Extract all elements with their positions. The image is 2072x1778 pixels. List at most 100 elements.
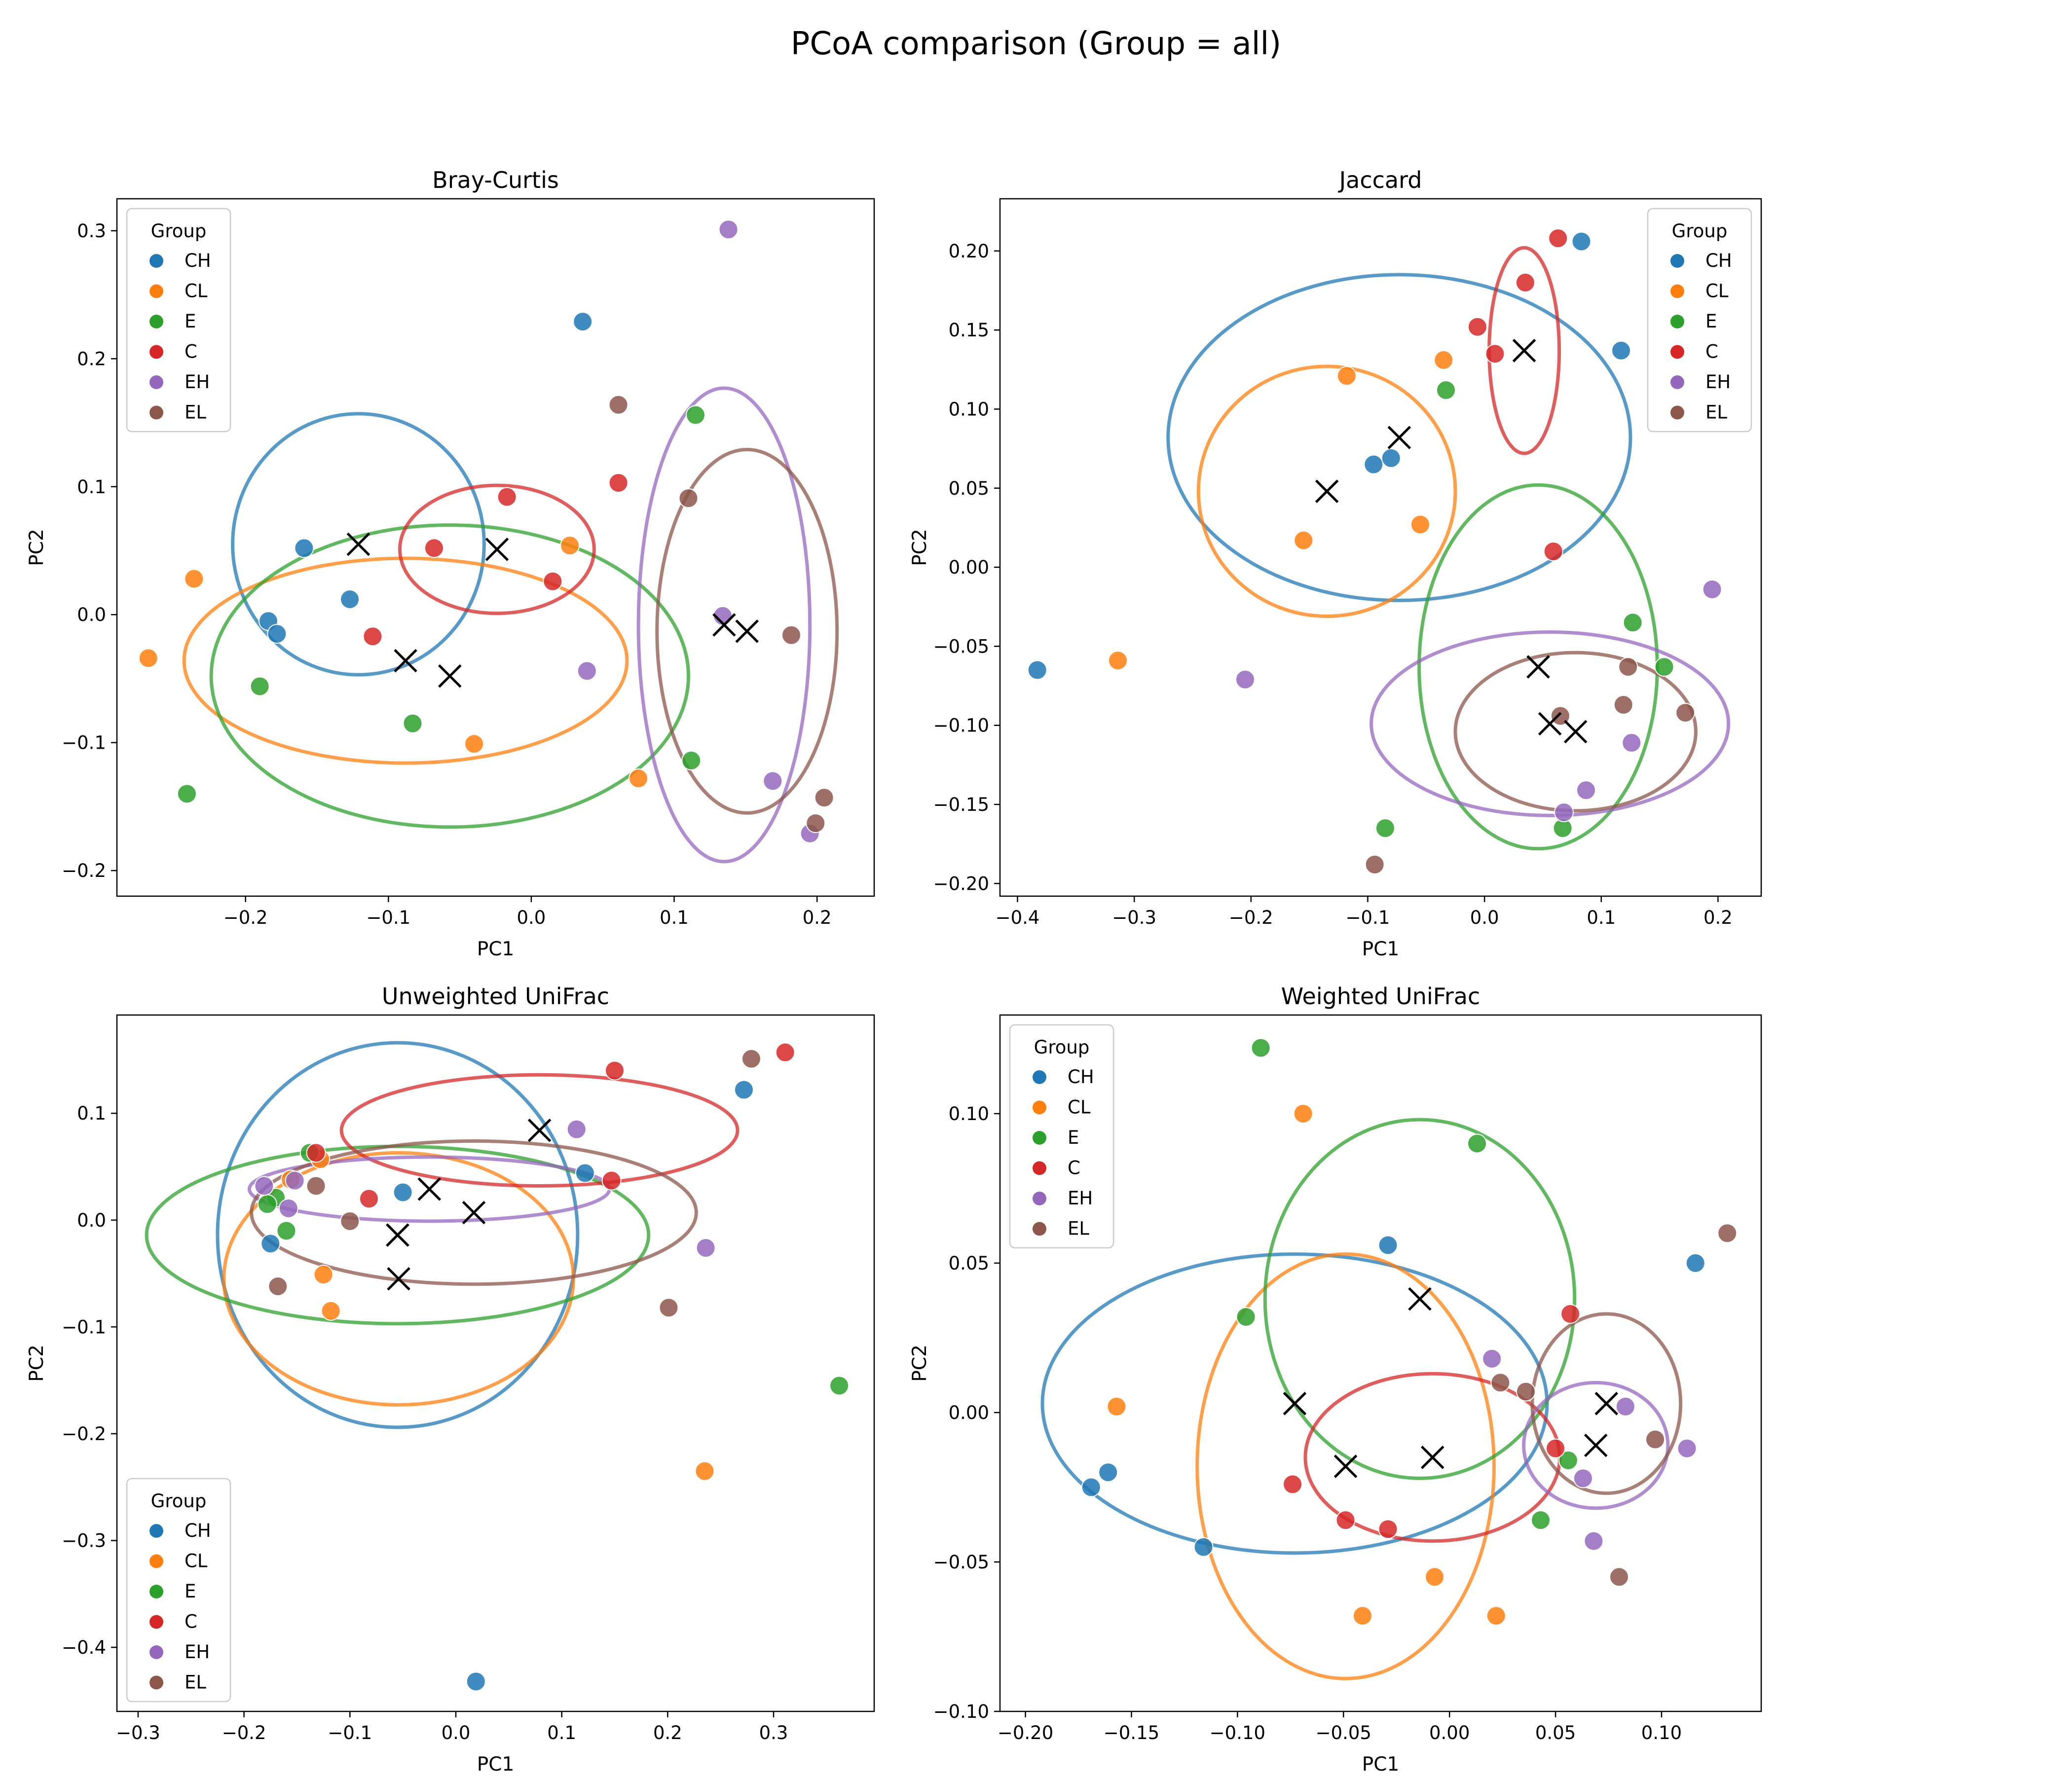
point-eh — [1554, 802, 1574, 823]
x-axis-label: PC1 — [1362, 938, 1400, 960]
point-eh — [1482, 1348, 1502, 1369]
point-el — [340, 1211, 360, 1231]
point-c — [605, 1060, 625, 1081]
legend-label-eh: EH — [1705, 371, 1731, 393]
point-el — [1490, 1373, 1511, 1393]
x-tick-label: 0.3 — [759, 1722, 788, 1743]
x-axis-label: PC1 — [477, 1753, 515, 1776]
legend-label-ch: CH — [185, 1520, 211, 1541]
x-tick-label: 0.0 — [1470, 907, 1499, 928]
point-cl — [1486, 1606, 1506, 1626]
plot-area — [1040, 1038, 1738, 1680]
centroid-eh — [712, 613, 736, 637]
x-tick-label: 0.05 — [1535, 1722, 1576, 1743]
centroid-cl — [394, 649, 417, 673]
x-tick-label: −0.2 — [1229, 907, 1273, 928]
point-cl — [184, 569, 204, 589]
point-ch — [466, 1671, 486, 1692]
y-tick-label: 0.15 — [949, 320, 989, 341]
centroid-eh — [417, 1177, 442, 1201]
point-el — [814, 788, 834, 808]
point-e — [1236, 1307, 1256, 1327]
y-tick-label: 0.2 — [77, 348, 106, 369]
x-tick-label: −0.2 — [223, 907, 268, 928]
point-eh — [566, 1119, 587, 1139]
point-eh — [1702, 579, 1722, 599]
y-tick-label: −0.3 — [62, 1530, 106, 1551]
point-eh — [285, 1170, 305, 1191]
point-ch — [1378, 1235, 1398, 1255]
confidence-ellipse-el — [1453, 651, 1698, 813]
point-cl — [1107, 1396, 1127, 1416]
legend-label-cl: CL — [1068, 1097, 1091, 1118]
y-tick-label: 0.20 — [949, 241, 989, 262]
legend: Group CH CL EC EH EL — [126, 1478, 231, 1703]
centroid-c — [485, 538, 509, 561]
point-ch — [1685, 1253, 1705, 1273]
legend-label-cl: CL — [185, 281, 208, 302]
point-c — [1485, 344, 1505, 364]
confidence-ellipse-ch — [216, 1041, 580, 1429]
point-ch — [1081, 1477, 1101, 1497]
legend-marker-el — [149, 1675, 163, 1690]
point-el — [608, 395, 629, 415]
legend: Group CH CL EC EH EL — [1647, 208, 1752, 433]
point-e — [1558, 1450, 1578, 1470]
y-tick-label: −0.05 — [933, 1552, 989, 1573]
legend-marker-cl — [1670, 284, 1684, 298]
centroid-ch — [1283, 1392, 1307, 1415]
legend-title: Group — [151, 220, 207, 242]
point-el — [741, 1049, 761, 1069]
centroid-c — [527, 1119, 552, 1142]
confidence-ellipse-eh — [636, 386, 812, 864]
point-e — [250, 676, 270, 696]
point-el — [1717, 1223, 1738, 1243]
legend-box — [126, 1478, 231, 1703]
legend-marker-e — [1670, 315, 1684, 328]
x-tick-label: 0.10 — [1641, 1722, 1682, 1743]
legend-marker-c — [1033, 1161, 1046, 1175]
point-el — [659, 1298, 679, 1318]
point-c — [1335, 1510, 1356, 1530]
point-c — [306, 1143, 326, 1163]
y-tick-label: −0.2 — [62, 860, 106, 881]
legend-label-ch: CH — [185, 250, 211, 271]
point-cl — [629, 768, 649, 789]
point-cl — [313, 1265, 333, 1285]
axes-frame — [116, 1014, 875, 1712]
y-tick-label: 0.0 — [77, 1210, 106, 1231]
y-axis-label: PC2 — [909, 529, 931, 566]
centroid-cl — [387, 1267, 410, 1291]
y-tick-label: 0.3 — [77, 220, 106, 242]
x-tick-label: 0.2 — [653, 1722, 682, 1743]
panel-1: Bray-Curtis −0.2 −0.1 0.0 0.1 0.2 −0.2 −0.1 0.0 0… — [26, 167, 875, 960]
legend-label-cl: CL — [185, 1551, 208, 1572]
centroid-eh — [1584, 1433, 1608, 1457]
point-e — [1623, 613, 1643, 633]
legend-marker-eh — [149, 1645, 163, 1659]
x-tick-label: −0.4 — [996, 907, 1040, 928]
point-ch — [393, 1182, 413, 1202]
x-tick-label: −0.1 — [328, 1722, 372, 1743]
legend-label-c: C — [1068, 1158, 1080, 1179]
confidence-ellipse-el — [655, 448, 839, 815]
panel-title: Bray-Curtis — [432, 167, 559, 193]
point-cl — [138, 648, 158, 668]
legend-label-e: E — [185, 1581, 196, 1602]
point-c — [363, 626, 383, 647]
plot-area — [138, 219, 839, 864]
legend-marker-cl — [149, 1554, 163, 1568]
point-eh — [1573, 1468, 1593, 1488]
x-tick-label: −0.3 — [1112, 907, 1156, 928]
point-el — [1618, 657, 1638, 677]
panel-title: Unweighted UniFrac — [382, 983, 609, 1010]
x-tick-label: 0.00 — [1429, 1722, 1470, 1743]
confidence-ellipse-ch — [231, 412, 486, 677]
point-el — [1645, 1429, 1665, 1450]
confidence-ellipse-e — [209, 523, 690, 829]
y-tick-label: −0.05 — [933, 636, 989, 657]
point-cl — [1294, 530, 1314, 550]
plot-area — [1027, 228, 1731, 874]
legend-marker-el — [149, 405, 163, 420]
